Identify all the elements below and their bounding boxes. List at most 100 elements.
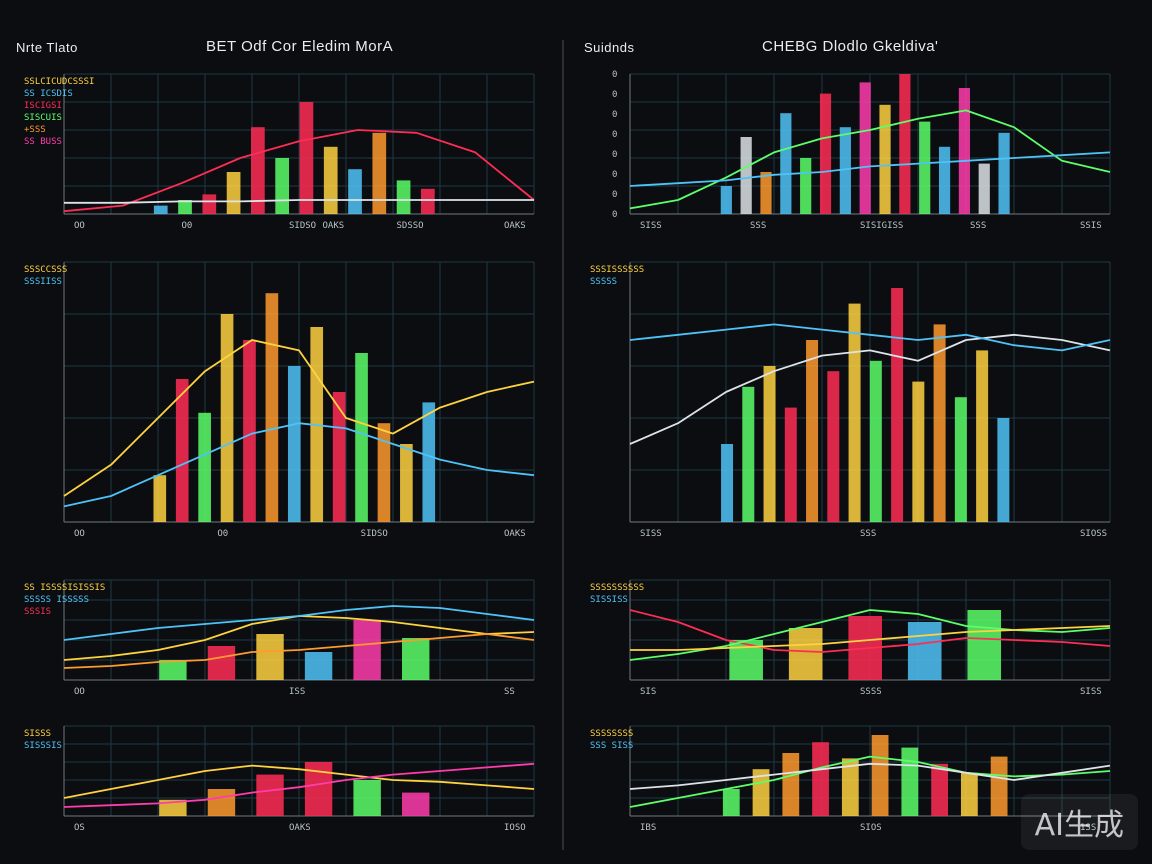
bar-p8-9 <box>990 756 1008 816</box>
bar-p1-5 <box>275 158 290 214</box>
series-line-p1-0 <box>63 129 535 213</box>
bar-p2-12 <box>958 88 970 214</box>
x-tick-label-p3-0: OO <box>74 529 85 539</box>
y-tick-label-p2-7: 0 <box>612 210 617 220</box>
x-tick-label-p7-0: OS <box>74 823 85 833</box>
x-tick-label-p1-4: OAKS <box>504 221 526 231</box>
x-axis-label-p1: OAKS <box>323 221 345 231</box>
bar-p8-0 <box>722 789 740 816</box>
legend-label-p1-5: SS BUSS <box>24 137 62 147</box>
chart-svg-4: SSSISSSSSS SSSSS SISS SSS SIOSS <box>590 261 1111 539</box>
y-tick-label-p2-4: 0 <box>612 150 617 160</box>
bar-p8-8 <box>960 772 978 816</box>
chart-svg-5: SS ISSSSISISSIS SSSSS ISSSSS SSSIS OO ISS SS <box>24 579 535 697</box>
series-line-p8-1 <box>629 762 1111 790</box>
y-tick-label-p2-0: 0 <box>612 70 617 80</box>
x-tick-label-p7-2: IOSO <box>504 823 526 833</box>
bar-p8-4 <box>841 758 859 816</box>
chart-panel-1: SSLCICUDCSSSI SS ICSDIS ISCIGSI SISCUIS +SSS… <box>18 60 548 240</box>
x-tick-label-p2-1: SSS <box>750 221 766 231</box>
bar-p2-7 <box>859 82 871 215</box>
bar-p1-3 <box>226 172 241 214</box>
bar-p3-11 <box>400 444 413 522</box>
bar-p7-1 <box>207 789 236 816</box>
chart-svg-1: SSLCICUDCSSSI SS ICSDIS ISCIGSI SISCUIS +SSS… <box>24 73 535 231</box>
chart-panel-8: SSSSSSSS SSS SISS IBS SIOS 1SS <box>584 712 1124 842</box>
legend-label-p1-1: SS ICSDIS <box>24 89 73 99</box>
bar-p2-5 <box>819 93 832 214</box>
bar-p5-3 <box>304 652 333 680</box>
x-tick-label-p3-2: SIDSO <box>361 529 388 539</box>
y-tick-label-p2-1: 0 <box>612 90 617 100</box>
x-tick-label-p4-0: SISS <box>640 529 662 539</box>
x-tick-label-p7-1: OAKS <box>289 823 311 833</box>
bar-p8-3 <box>812 742 829 816</box>
bar-p4-5 <box>827 371 840 522</box>
series-line-p3-1 <box>63 422 535 508</box>
chart-svg-6: SSSSSSSSSS SISSISS SIS SSSS SISS <box>590 579 1111 697</box>
x-tick-label-p2-4: SSIS <box>1080 221 1102 231</box>
y-tick-label-p2-2: 0 <box>612 110 617 120</box>
bar-p1-9 <box>372 132 387 214</box>
chart-panel-3: SSSCCSSS SSSIISS OO O0 SIDSO OAKS <box>18 248 548 548</box>
bar-p2-13 <box>978 163 990 214</box>
bar-p3-0 <box>153 475 167 522</box>
legend-label-p4-1: SSSSS <box>590 277 617 287</box>
watermark-badge: AI生成 <box>1020 794 1138 850</box>
legend-label-p3-0: SSSCCSSS <box>24 265 67 275</box>
bar-p3-12 <box>422 402 436 522</box>
bar-p5-4 <box>353 620 381 680</box>
chart-svg-7: SISSS SISSSIS OS OAKS IOSO <box>24 725 535 833</box>
legend-label-p7-0: SISSS <box>24 729 51 739</box>
bar-p6-1 <box>788 628 823 680</box>
bar-p1-7 <box>323 146 338 214</box>
bar-p1-10 <box>396 180 411 214</box>
x-tick-label-p3-3: OAKS <box>504 529 526 539</box>
bar-p4-12 <box>976 350 989 522</box>
bar-p8-2 <box>782 753 800 816</box>
series-line-p3-0 <box>63 339 535 497</box>
bar-p2-2 <box>760 172 772 214</box>
chart-panel-4: SSSISSSSSS SSSSS SISS SSS SIOSS <box>584 248 1124 548</box>
legend-label-p6-1: SISSISS <box>590 595 628 605</box>
x-tick-label-p2-0: SISS <box>640 221 662 231</box>
x-tick-label-p5-2: SS <box>504 687 515 697</box>
x-tick-label-p6-0: SIS <box>640 687 656 697</box>
bar-p4-1 <box>742 386 755 522</box>
bar-p1-1 <box>178 200 192 214</box>
x-tick-label-p5-0: OO <box>74 687 85 697</box>
right-header-label: Suidnds <box>584 40 635 55</box>
series-line-p5-1 <box>63 605 535 641</box>
x-tick-label-p8-1: SIOS <box>860 823 882 833</box>
bar-p2-9 <box>899 74 911 214</box>
series-line-p1-1 <box>64 199 534 204</box>
bar-p5-1 <box>207 646 236 680</box>
x-tick-label-p8-0: IBS <box>640 823 656 833</box>
bar-p3-9 <box>355 353 368 522</box>
bar-p8-5 <box>871 735 889 816</box>
x-tick-label-p1-2: SIDSO <box>289 221 316 231</box>
right-header-title: CHEBG Dlodlo Gkeldiva' <box>762 38 939 55</box>
bar-p3-1 <box>175 379 189 522</box>
bar-p3-8 <box>332 392 346 522</box>
left-header-label: Nrte Tlato <box>16 40 78 55</box>
legend-label-p3-1: SSSIISS <box>24 277 62 287</box>
bar-p1-8 <box>348 169 362 214</box>
bar-p1-11 <box>421 188 435 214</box>
x-tick-label-p3-1: O0 <box>217 529 228 539</box>
bar-p4-9 <box>912 381 925 522</box>
bar-p7-5 <box>402 792 430 816</box>
bar-p4-0 <box>721 444 734 522</box>
bar-p7-2 <box>256 774 284 816</box>
legend-label-p5-1: SSSSS ISSSSS <box>24 595 89 605</box>
bar-p2-1 <box>740 137 752 214</box>
bar-p4-2 <box>763 366 776 522</box>
series-line-p7-1 <box>63 762 535 808</box>
legend-label-p6-0: SSSSSSSSSS <box>590 583 644 593</box>
bar-p2-14 <box>998 132 1010 214</box>
bar-p2-0 <box>720 186 732 214</box>
series-line-p6-2 <box>630 625 1111 651</box>
chart-panel-7: SISSS SISSSIS OS OAKS IOSO <box>18 712 548 842</box>
bar-p1-4 <box>251 127 265 214</box>
x-tick-label-p2-2: SISIGISS <box>860 221 903 231</box>
